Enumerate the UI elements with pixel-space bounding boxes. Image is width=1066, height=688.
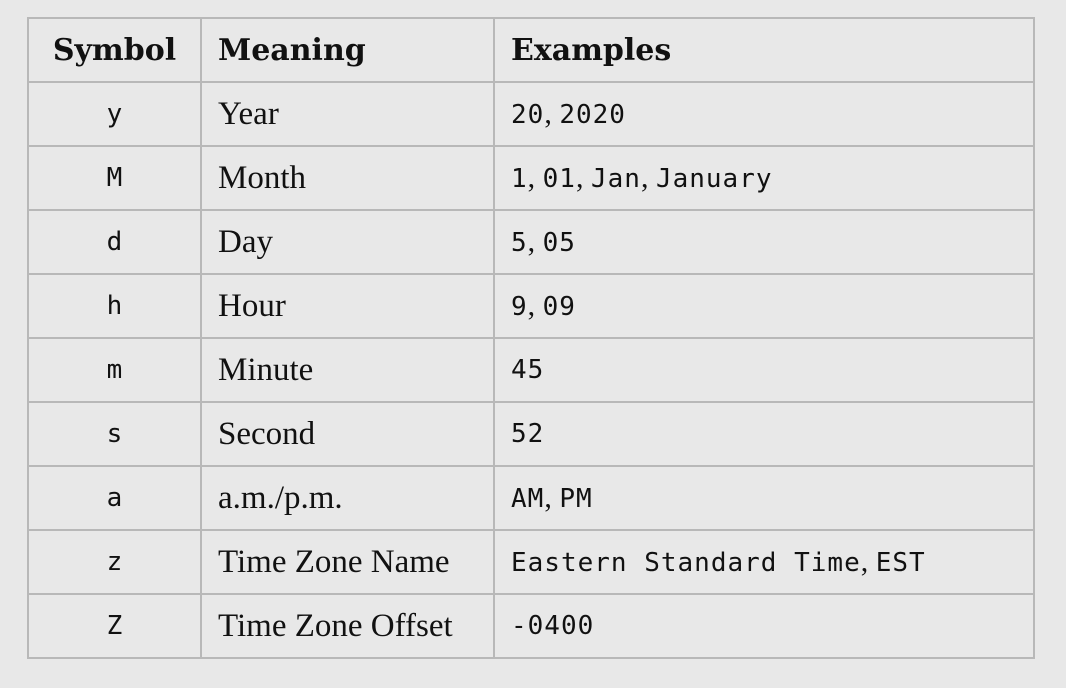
example-value: 09 xyxy=(542,292,576,322)
header-examples: Examples xyxy=(493,17,1035,83)
examples-cell: Eastern Standard Time, EST xyxy=(493,529,1035,595)
example-separator: , xyxy=(544,481,560,514)
meaning-cell: Time Zone Name xyxy=(200,529,495,595)
meaning-cell: Time Zone Offset xyxy=(200,593,495,659)
table-row: z Time Zone Name Eastern Standard Time, ES… xyxy=(27,529,1035,595)
symbol-cell: h xyxy=(27,273,202,339)
symbol-cell: z xyxy=(27,529,202,595)
examples-cell: 52 xyxy=(493,401,1035,467)
meaning-cell: a.m./p.m. xyxy=(200,465,495,531)
symbol-cell: y xyxy=(27,81,202,147)
symbol-cell: Z xyxy=(27,593,202,659)
examples-cell: 20, 2020 xyxy=(493,81,1035,147)
example-separator: , xyxy=(527,225,543,258)
symbol-cell: M xyxy=(27,145,202,211)
examples-cell: 5, 05 xyxy=(493,209,1035,275)
table-row: s Second 52 xyxy=(27,401,1035,467)
meaning-cell: Hour xyxy=(200,273,495,339)
example-value: Jan xyxy=(590,164,641,194)
examples-cell: 1, 01, Jan, January xyxy=(493,145,1035,211)
table-row: a a.m./p.m. AM, PM xyxy=(27,465,1035,531)
meaning-cell: Minute xyxy=(200,337,495,403)
meaning-cell: Year xyxy=(200,81,495,147)
example-value: Eastern Standard Time xyxy=(511,548,861,578)
example-value: EST xyxy=(875,548,926,578)
table-row: M Month 1, 01, Jan, January xyxy=(27,145,1035,211)
example-value: January xyxy=(655,164,773,194)
header-symbol: Symbol xyxy=(27,17,202,83)
examples-cell: -0400 xyxy=(493,593,1035,659)
example-value: 52 xyxy=(511,419,545,449)
example-value: 2020 xyxy=(559,100,626,130)
symbol-cell: a xyxy=(27,465,202,531)
meaning-cell: Month xyxy=(200,145,495,211)
examples-cell: 45 xyxy=(493,337,1035,403)
example-separator: , xyxy=(527,289,543,322)
examples-cell: 9, 09 xyxy=(493,273,1035,339)
table-row: Z Time Zone Offset -0400 xyxy=(27,593,1035,659)
symbol-cell: d xyxy=(27,209,202,275)
date-format-table-wrapper: Symbol Meaning Examples y Year 20, 2020 M Mo… xyxy=(27,17,1035,659)
date-format-symbol-table: Symbol Meaning Examples y Year 20, 2020 M Mo… xyxy=(27,17,1035,659)
example-value: -0400 xyxy=(511,611,595,641)
example-value: PM xyxy=(559,484,593,514)
table-header-row: Symbol Meaning Examples xyxy=(27,17,1035,83)
example-separator: , xyxy=(860,545,876,578)
table-row: y Year 20, 2020 xyxy=(27,81,1035,147)
example-separator: , xyxy=(575,161,591,194)
example-value: 5 xyxy=(511,228,528,258)
example-separator: , xyxy=(640,161,656,194)
example-value: 20 xyxy=(511,100,545,130)
example-value: 45 xyxy=(511,355,545,385)
header-meaning: Meaning xyxy=(200,17,495,83)
example-value: AM xyxy=(511,484,545,514)
table-row: d Day 5, 05 xyxy=(27,209,1035,275)
example-value: 01 xyxy=(542,164,576,194)
meaning-cell: Second xyxy=(200,401,495,467)
meaning-cell: Day xyxy=(200,209,495,275)
example-value: 9 xyxy=(511,292,528,322)
table-row: m Minute 45 xyxy=(27,337,1035,403)
table-row: h Hour 9, 09 xyxy=(27,273,1035,339)
symbol-cell: s xyxy=(27,401,202,467)
example-separator: , xyxy=(544,97,560,130)
table-body: y Year 20, 2020 M Month 1, 01, Jan, January d D… xyxy=(27,81,1035,659)
symbol-cell: m xyxy=(27,337,202,403)
example-separator: , xyxy=(527,161,543,194)
examples-cell: AM, PM xyxy=(493,465,1035,531)
example-value: 1 xyxy=(511,164,528,194)
example-value: 05 xyxy=(542,228,576,258)
